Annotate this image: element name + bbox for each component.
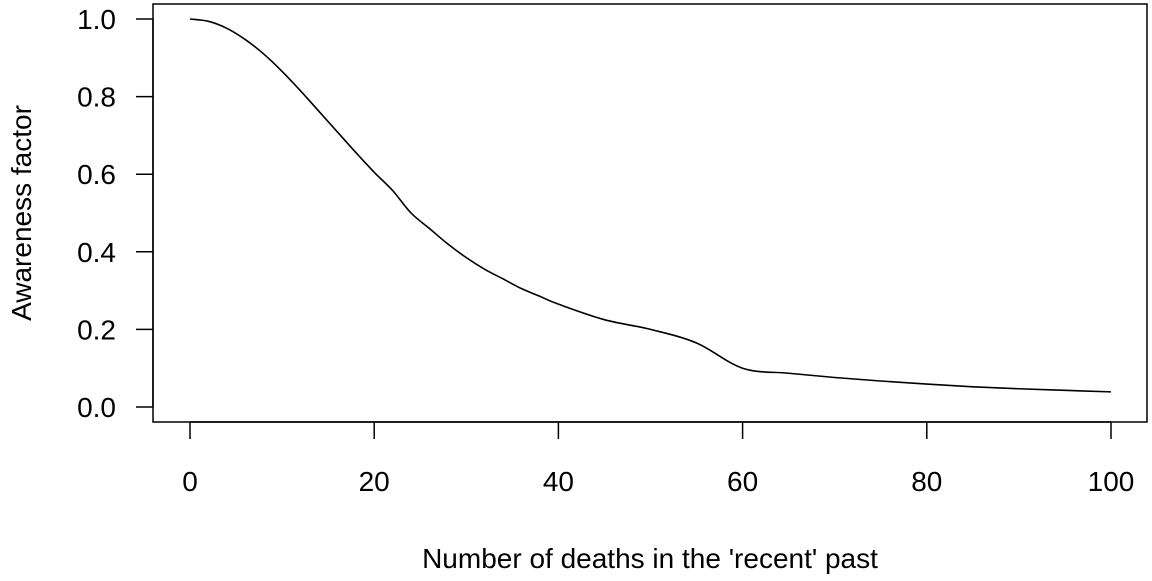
plot-frame xyxy=(152,3,1148,423)
y-axis: 0.0 0.2 0.4 0.6 0.8 1.0 xyxy=(77,4,154,423)
y-tick-label: 1.0 xyxy=(77,4,116,35)
x-tick-label: 100 xyxy=(1088,466,1135,497)
x-tick-label: 40 xyxy=(543,466,574,497)
y-tick-label: 0.6 xyxy=(77,159,116,190)
x-tick-label: 20 xyxy=(359,466,390,497)
y-axis-title: Awareness factor xyxy=(6,105,37,321)
x-tick-label: 0 xyxy=(182,466,198,497)
y-tick-label: 0.4 xyxy=(77,237,116,268)
x-tick-label: 80 xyxy=(911,466,942,497)
series-layer xyxy=(189,18,1112,393)
x-tick-label: 60 xyxy=(727,466,758,497)
series-line xyxy=(189,18,1112,393)
x-axis-title: Number of deaths in the 'recent' past xyxy=(422,543,878,574)
x-axis: 0 20 40 60 80 100 xyxy=(182,421,1135,497)
y-tick-label: 0.2 xyxy=(77,314,116,345)
y-tick-label: 0.8 xyxy=(77,82,116,113)
y-tick-label: 0.0 xyxy=(77,392,116,423)
